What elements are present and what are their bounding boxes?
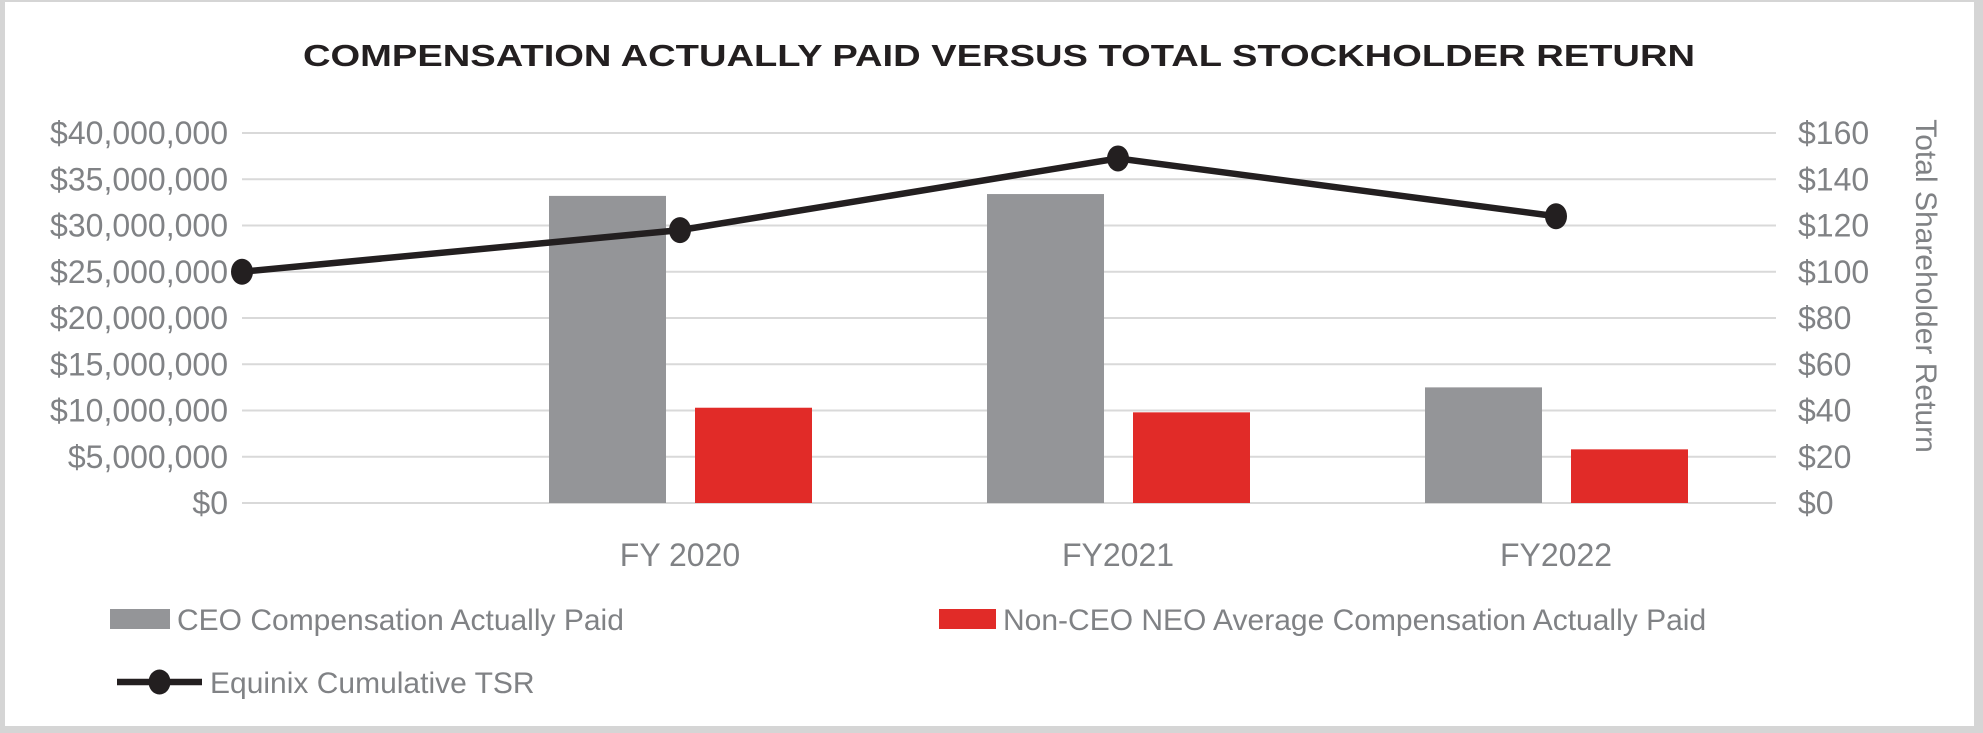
x-axis-label: FY 2020 (620, 537, 740, 573)
legend: CEO Compensation Actually Paid Non-CEO N… (110, 604, 1706, 700)
nonceo-bar (695, 407, 812, 503)
nonceo-bar (1571, 449, 1688, 503)
legend-line-dot-icon (148, 669, 171, 695)
right-axis-tick-label: $120 (1798, 208, 1869, 244)
left-axis-tick-label: $35,000,000 (50, 161, 228, 197)
right-axis-title: Total Shareholder Return (1909, 119, 1942, 453)
image-border-top (0, 0, 1983, 2)
legend-swatch-nonceo (939, 609, 996, 629)
legend-swatch-ceo (110, 609, 170, 629)
right-axis-tick-label: $160 (1798, 115, 1869, 151)
tsr-point (1107, 145, 1129, 172)
right-axis-tick-label: $20 (1798, 439, 1851, 475)
image-border-right (1974, 0, 1983, 733)
left-axis-tick-label: $30,000,000 (50, 208, 228, 244)
left-axis-tick-label: $15,000,000 (50, 346, 228, 382)
tsr-point (231, 258, 253, 285)
left-axis-tick-label: $5,000,000 (68, 439, 228, 475)
left-axis-tick-label: $25,000,000 (50, 254, 228, 290)
right-axis-tick-label: $80 (1798, 300, 1851, 336)
right-axis-tick-label: $60 (1798, 346, 1851, 382)
right-axis-tick-label: $0 (1798, 485, 1834, 521)
ceo-bar (987, 194, 1104, 504)
right-axis-tick-label: $140 (1798, 161, 1869, 197)
left-axis-tick-label: $20,000,000 (50, 300, 228, 336)
image-border-bottom (0, 726, 1983, 733)
left-axis-tick-label: $10,000,000 (50, 393, 228, 429)
tsr-point (669, 217, 691, 244)
right-axis-tick-label: $100 (1798, 254, 1869, 290)
axis-tick-labels: $40,000,000 $160 $35,000,000 $140 $30,000,00… (50, 115, 1869, 573)
right-axis-tick-label: $40 (1798, 393, 1851, 429)
legend-label-nonceo: Non-CEO NEO Average Compensation Actuall… (1003, 604, 1706, 637)
bar-series (549, 194, 1688, 504)
chart-title: COMPENSATION ACTUALLY PAID VERSUS TOTAL … (303, 38, 1695, 73)
ceo-bar (1425, 387, 1542, 503)
tsr-line (241, 155, 1557, 275)
left-axis-tick-label: $0 (192, 485, 228, 521)
x-axis-label: FY2021 (1062, 537, 1174, 573)
image-border-left (0, 0, 5, 733)
legend-label-ceo: CEO Compensation Actually Paid (177, 604, 624, 637)
tsr-point (1545, 203, 1567, 230)
tsr-line-series (231, 145, 1567, 285)
legend-label-tsr: Equinix Cumulative TSR (210, 667, 535, 700)
x-axis-label: FY2022 (1500, 537, 1612, 573)
nonceo-bar (1133, 412, 1250, 503)
ceo-bar (549, 195, 666, 503)
left-axis-tick-label: $40,000,000 (50, 115, 228, 151)
